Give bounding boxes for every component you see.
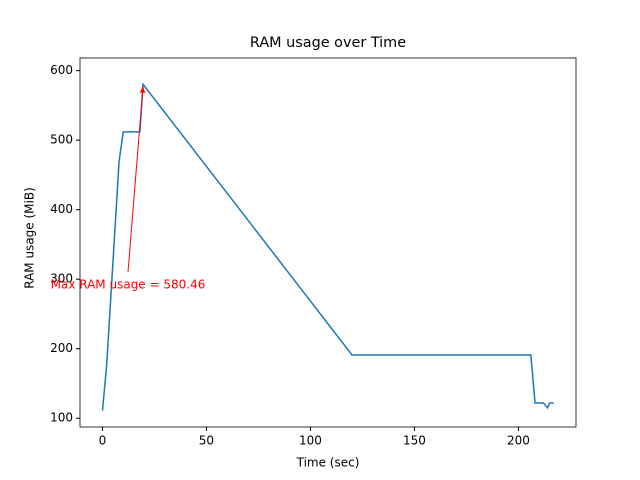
data-line — [101, 82, 554, 411]
x-tick-label: 200 — [507, 434, 530, 448]
annotation-arrowhead — [139, 86, 146, 93]
y-tick-label: 200 — [50, 341, 73, 355]
y-tick-label: 600 — [50, 63, 73, 77]
x-axis-label: Time (sec) — [296, 456, 360, 470]
x-tick-label: 0 — [99, 434, 107, 448]
x-tick-label: 150 — [403, 434, 426, 448]
x-tick-label: 100 — [299, 434, 322, 448]
y-tick-label: 400 — [50, 202, 73, 216]
annotation-text: Max RAM usage = 580.46 — [51, 278, 206, 292]
chart-title: RAM usage over Time — [250, 35, 406, 51]
annotation-arrow — [127, 86, 144, 273]
plot-frame — [79, 57, 577, 428]
y-tick-label: 500 — [50, 133, 73, 147]
y-axis-label: RAM usage (MiB) — [23, 187, 37, 289]
y-tick-label: 100 — [50, 411, 73, 425]
x-tick-label: 50 — [199, 434, 214, 448]
y-tick-label: 300 — [50, 272, 73, 286]
